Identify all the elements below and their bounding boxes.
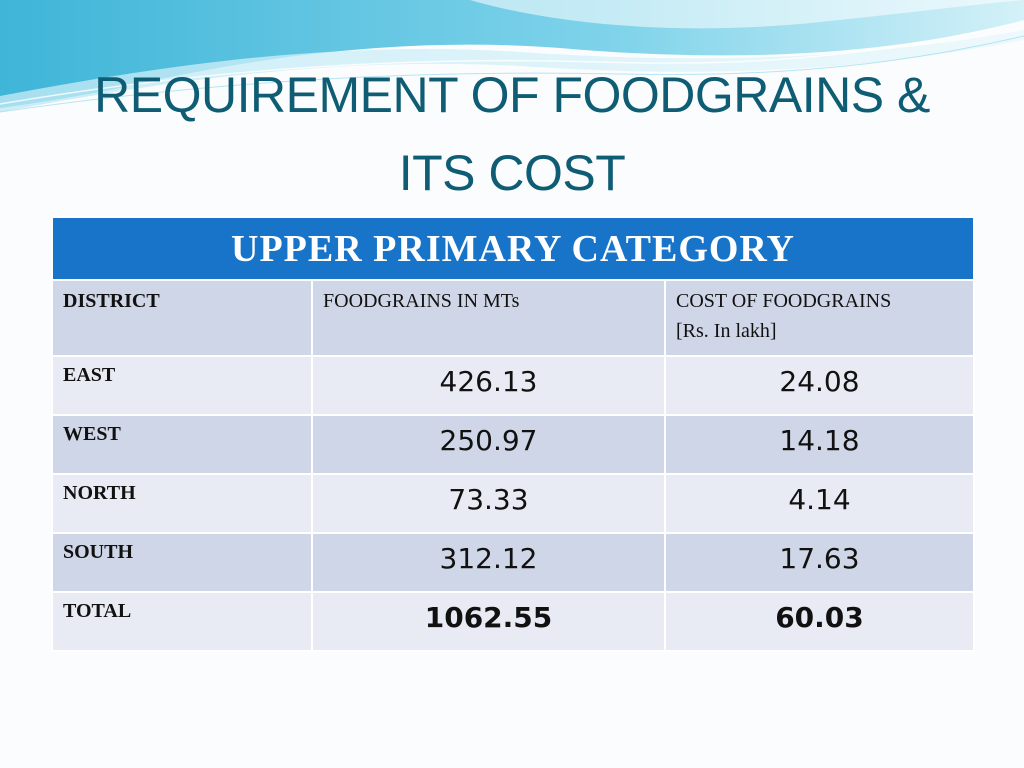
district-name: WEST bbox=[51, 414, 313, 475]
foodgrains-value: 312.12 bbox=[311, 532, 666, 593]
table-row: WEST 250.97 14.18 bbox=[51, 414, 975, 475]
header-cost-line-2: [Rs. In lakh] bbox=[676, 320, 777, 342]
foodgrains-value: 73.33 bbox=[311, 473, 666, 534]
total-row: TOTAL 1062.55 60.03 bbox=[51, 591, 975, 652]
total-label: TOTAL bbox=[51, 591, 313, 652]
column-header-row: DISTRICT FOODGRAINS IN MTs COST OF FOODG… bbox=[51, 279, 975, 357]
cost-value: 24.08 bbox=[664, 355, 975, 416]
total-cost-value: 60.03 bbox=[664, 591, 975, 652]
foodgrains-value: 250.97 bbox=[311, 414, 666, 475]
foodgrains-table: UPPER PRIMARY CATEGORY DISTRICT FOODGRAI… bbox=[51, 216, 975, 652]
cost-value: 17.63 bbox=[664, 532, 975, 593]
district-name: EAST bbox=[51, 355, 313, 416]
category-header: UPPER PRIMARY CATEGORY bbox=[51, 216, 975, 281]
header-cost-line-1: COST OF FOODGRAINS bbox=[676, 290, 892, 312]
district-name: NORTH bbox=[51, 473, 313, 534]
foodgrains-value: 426.13 bbox=[311, 355, 666, 416]
header-foodgrains: FOODGRAINS IN MTs bbox=[311, 279, 666, 357]
slide-title: REQUIREMENT OF FOODGRAINS & ITS COST bbox=[40, 56, 984, 212]
district-name: SOUTH bbox=[51, 532, 313, 593]
total-foodgrains-value: 1062.55 bbox=[311, 591, 666, 652]
header-cost: COST OF FOODGRAINS [Rs. In lakh] bbox=[664, 279, 975, 357]
cost-value: 4.14 bbox=[664, 473, 975, 534]
background-waves bbox=[0, 0, 1024, 113]
title-line-1: REQUIREMENT OF FOODGRAINS & bbox=[94, 67, 930, 123]
header-district: DISTRICT bbox=[51, 279, 313, 357]
table-row: SOUTH 312.12 17.63 bbox=[51, 532, 975, 593]
cost-value: 14.18 bbox=[664, 414, 975, 475]
table-row: EAST 426.13 24.08 bbox=[51, 355, 975, 416]
category-row: UPPER PRIMARY CATEGORY bbox=[51, 216, 975, 281]
table-row: NORTH 73.33 4.14 bbox=[51, 473, 975, 534]
title-line-2: ITS COST bbox=[398, 145, 626, 201]
